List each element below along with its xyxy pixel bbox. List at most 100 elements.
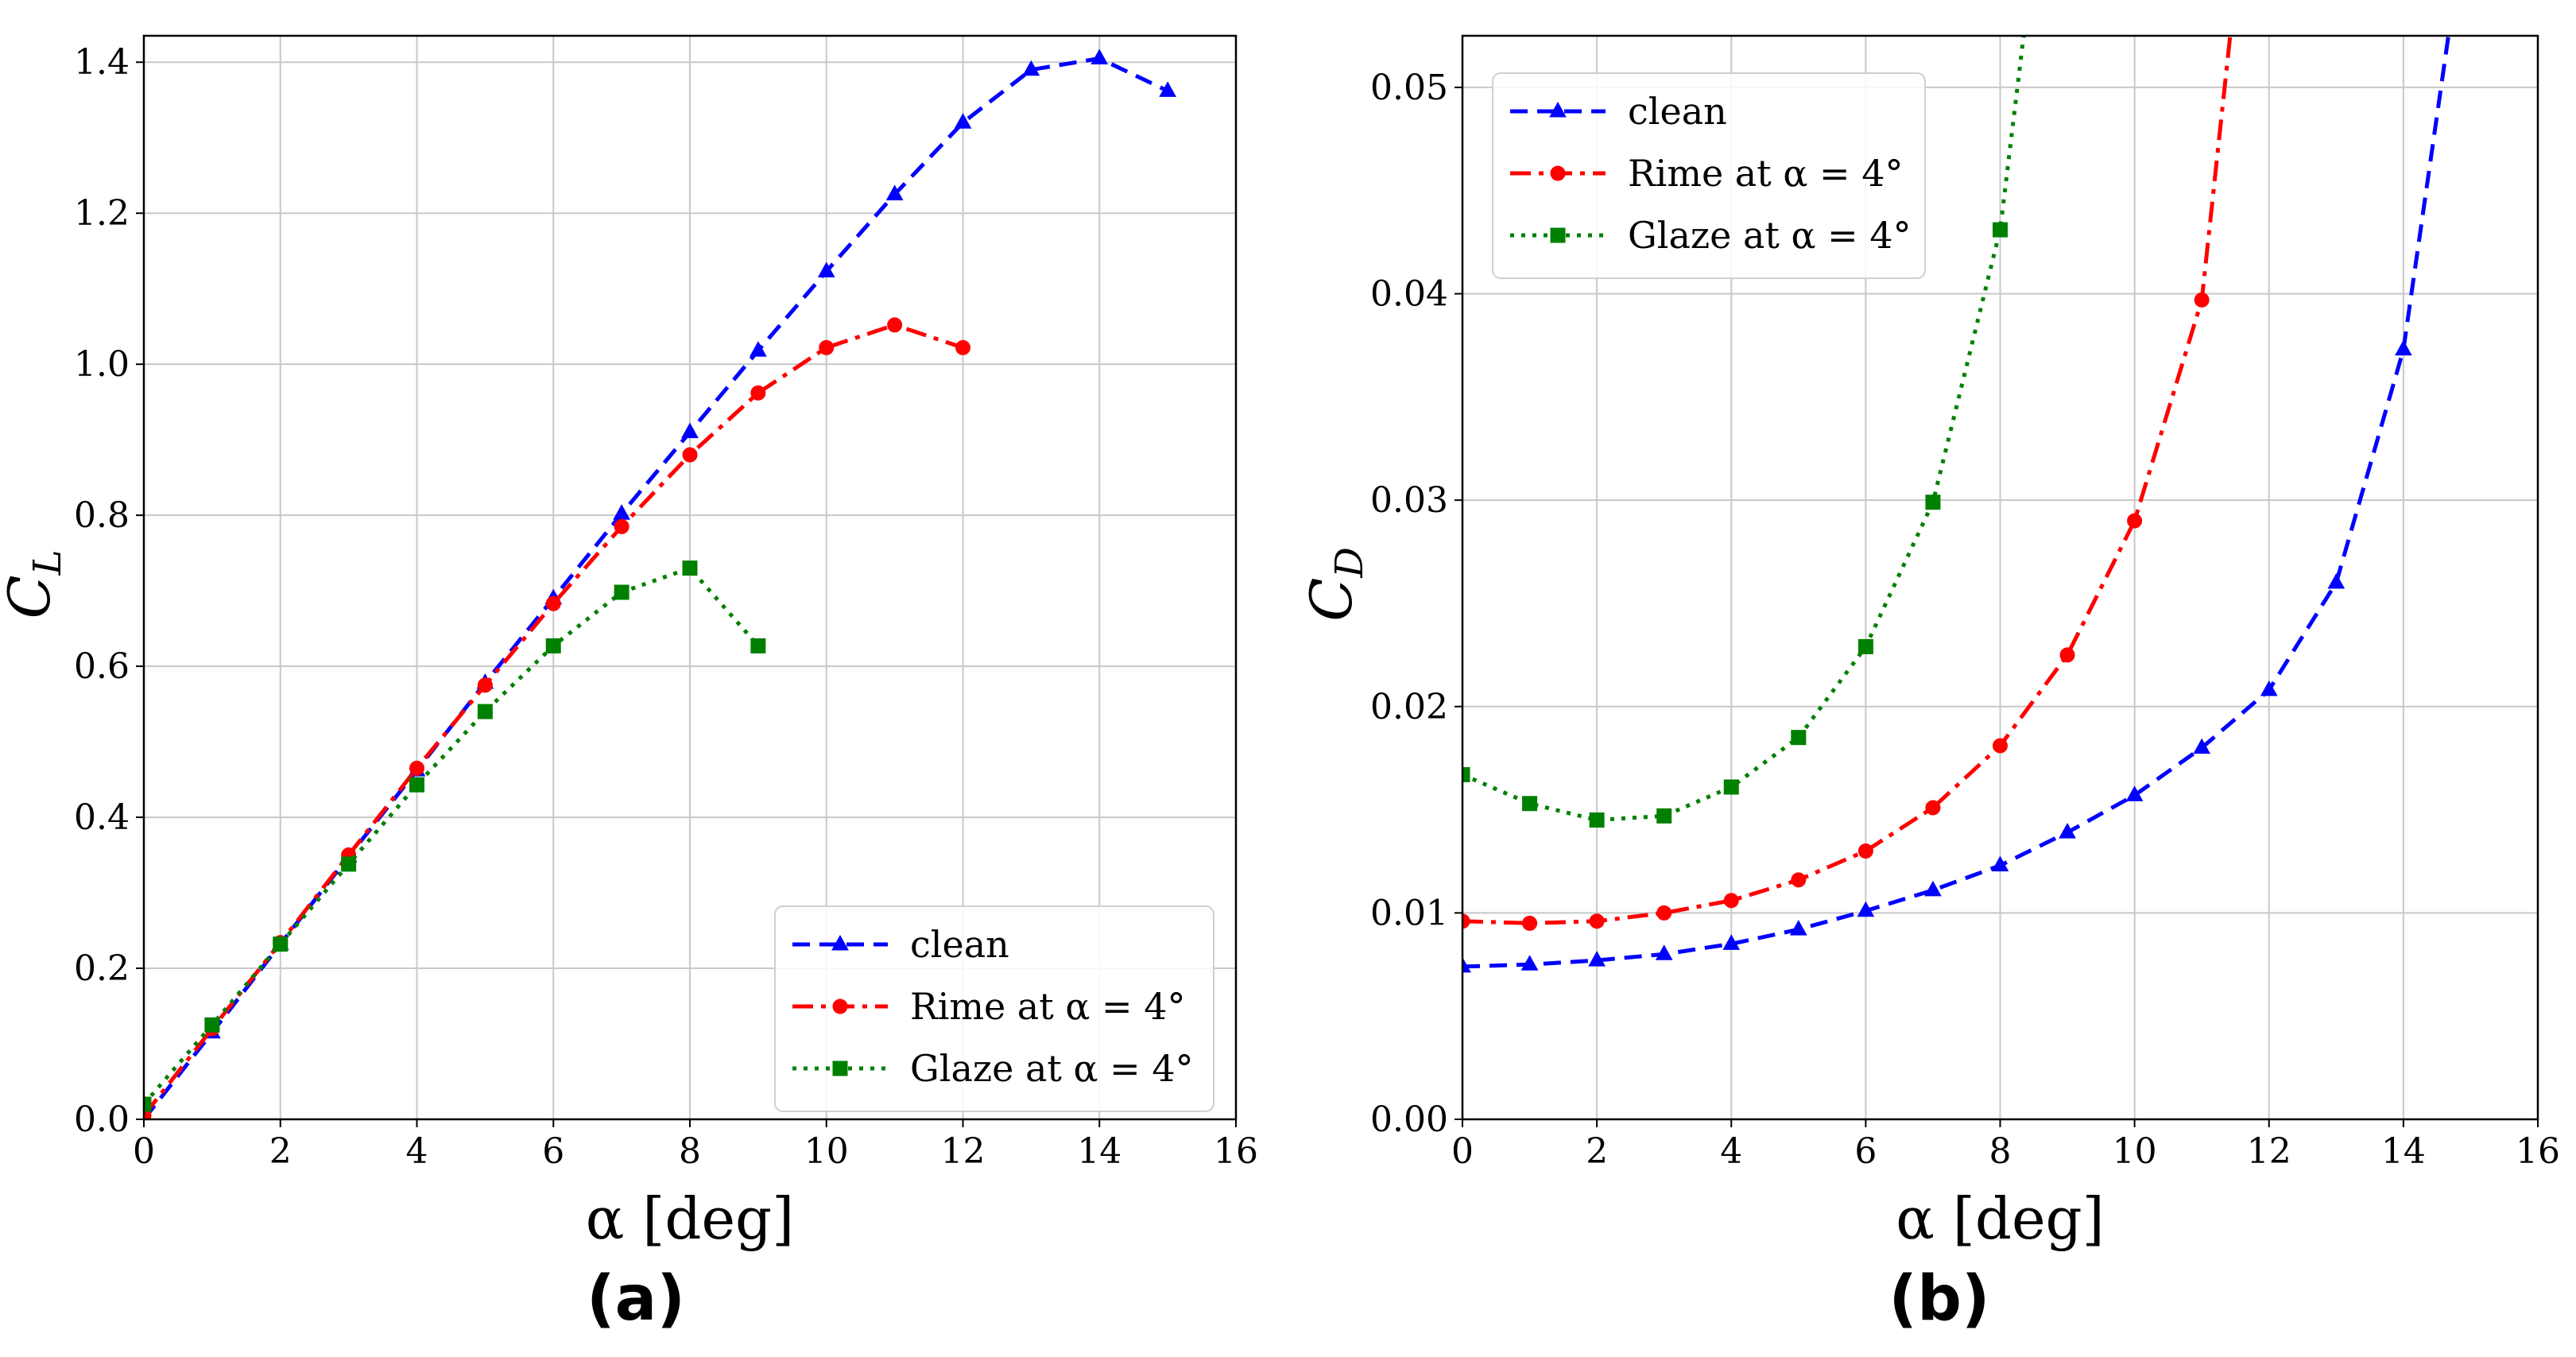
- marker-circle: [1925, 800, 1941, 816]
- panel-label: (a): [587, 1263, 685, 1335]
- legend-box: [774, 905, 1214, 1112]
- marker-triangle: [1924, 880, 1942, 897]
- legend-box: [1492, 72, 1926, 279]
- marker-circle: [1857, 843, 1873, 859]
- marker-triangle: [1022, 60, 1040, 76]
- marker-square: [1723, 779, 1739, 795]
- marker-triangle: [1462, 956, 1471, 973]
- marker-triangle: [2059, 823, 2076, 839]
- marker-circle: [545, 595, 561, 611]
- marker-square: [1462, 766, 1470, 782]
- marker-circle: [887, 317, 903, 333]
- x-tick-label: 2: [269, 1131, 292, 1172]
- y-tick-label: 1.2: [74, 193, 130, 234]
- x-tick-label: 12: [941, 1131, 986, 1172]
- legend: clean Rime at α = 4° Glaze at α = 4°: [774, 905, 1214, 1112]
- marker-square: [341, 856, 357, 872]
- marker-circle: [2194, 292, 2210, 308]
- panel-label: (b): [1888, 1263, 1989, 1335]
- y-tick-label: 0.04: [1370, 274, 1448, 315]
- legend: clean Rime at α = 4° Glaze at α = 4°: [1492, 72, 1926, 279]
- marker-square: [1522, 796, 1538, 812]
- marker-square: [545, 638, 561, 653]
- marker-triangle: [817, 262, 835, 277]
- marker-circle: [1522, 915, 1538, 931]
- marker-square: [477, 704, 493, 719]
- series-line: [1462, 36, 2451, 969]
- legend-label: Rime at α = 4°: [1628, 152, 1903, 195]
- y-axis-label-main: C: [1298, 578, 1365, 622]
- x-tick-label: 14: [1077, 1131, 1121, 1172]
- series-square: [1462, 36, 2026, 828]
- marker-square: [1925, 494, 1941, 510]
- marker-circle: [2127, 513, 2143, 529]
- marker-square: [682, 560, 698, 576]
- marker-circle: [1656, 905, 1672, 921]
- y-tick-label: 1.4: [74, 42, 130, 83]
- marker-square: [409, 777, 424, 793]
- marker-square: [614, 584, 629, 600]
- marker-triangle: [1090, 48, 1109, 64]
- y-tick-label: 0.4: [74, 797, 130, 838]
- marker-circle: [2059, 647, 2075, 663]
- marker-triangle: [1588, 951, 1606, 967]
- y-axis-label: CD: [1298, 547, 1372, 622]
- marker-circle: [1550, 165, 1566, 181]
- marker-triangle: [954, 113, 972, 129]
- marker-square: [1791, 730, 1807, 746]
- marker-triangle: [2125, 785, 2144, 801]
- marker-circle: [955, 339, 970, 355]
- series-square: [144, 560, 766, 1112]
- marker-circle: [750, 385, 766, 401]
- chart-panel-b: 0 2 4 6 8 10 12 14 16 0.00 0.01 0.02 0.03 0.04 0.05 α […: [1298, 34, 2560, 1335]
- y-tick-label: 0.00: [1370, 1099, 1448, 1140]
- legend-label: Rime at α = 4°: [910, 985, 1185, 1028]
- marker-square: [273, 936, 289, 952]
- series-line: [1462, 36, 2026, 823]
- marker-circle: [1589, 913, 1605, 929]
- marker-triangle: [831, 934, 849, 951]
- marker-circle: [477, 677, 493, 693]
- x-tick-label: 10: [804, 1131, 849, 1172]
- marker-circle: [819, 339, 835, 355]
- series-line: [144, 565, 760, 1106]
- marker-circle: [614, 518, 629, 534]
- y-tick-label: 0.03: [1370, 480, 1448, 521]
- x-tick-label: 14: [2381, 1131, 2426, 1172]
- series-circle: [1462, 36, 2233, 931]
- marker-triangle: [1789, 920, 1807, 936]
- marker-circle: [1462, 913, 1470, 929]
- y-axis-label-main: C: [0, 575, 63, 618]
- y-tick-label: 0.2: [74, 948, 130, 989]
- x-tick-label: 10: [2113, 1131, 2157, 1172]
- legend-label: Glaze at α = 4°: [1628, 214, 1912, 257]
- marker-square: [1857, 638, 1873, 654]
- x-tick-label: 16: [1214, 1131, 1258, 1172]
- y-tick-label: 0.0: [74, 1099, 130, 1140]
- x-tick-label: 6: [1854, 1131, 1877, 1172]
- legend-label: clean: [910, 923, 1009, 966]
- marker-square: [204, 1017, 220, 1033]
- marker-triangle: [1991, 855, 2009, 872]
- legend-label: Glaze at α = 4°: [910, 1047, 1194, 1090]
- x-tick-label: 8: [679, 1131, 701, 1172]
- marker-circle: [1723, 893, 1739, 909]
- marker-square: [832, 1060, 848, 1076]
- y-tick-label: 0.6: [74, 646, 130, 687]
- x-tick-label: 4: [406, 1131, 428, 1172]
- marker-square: [1656, 808, 1672, 824]
- marker-triangle: [2193, 738, 2211, 754]
- marker-triangle: [613, 504, 630, 520]
- x-tick-label: 4: [1720, 1131, 1742, 1172]
- x-axis-label: α [deg]: [1896, 1185, 2104, 1252]
- marker-triangle: [1549, 101, 1567, 118]
- x-tick-label: 0: [1451, 1131, 1474, 1172]
- marker-triangle: [1159, 81, 1176, 97]
- plot-area: [1462, 36, 2451, 973]
- marker-circle: [832, 998, 848, 1014]
- x-tick-label: 16: [2516, 1131, 2560, 1172]
- marker-triangle: [2395, 339, 2412, 356]
- marker-square: [1550, 227, 1566, 243]
- marker-triangle: [1722, 934, 1741, 950]
